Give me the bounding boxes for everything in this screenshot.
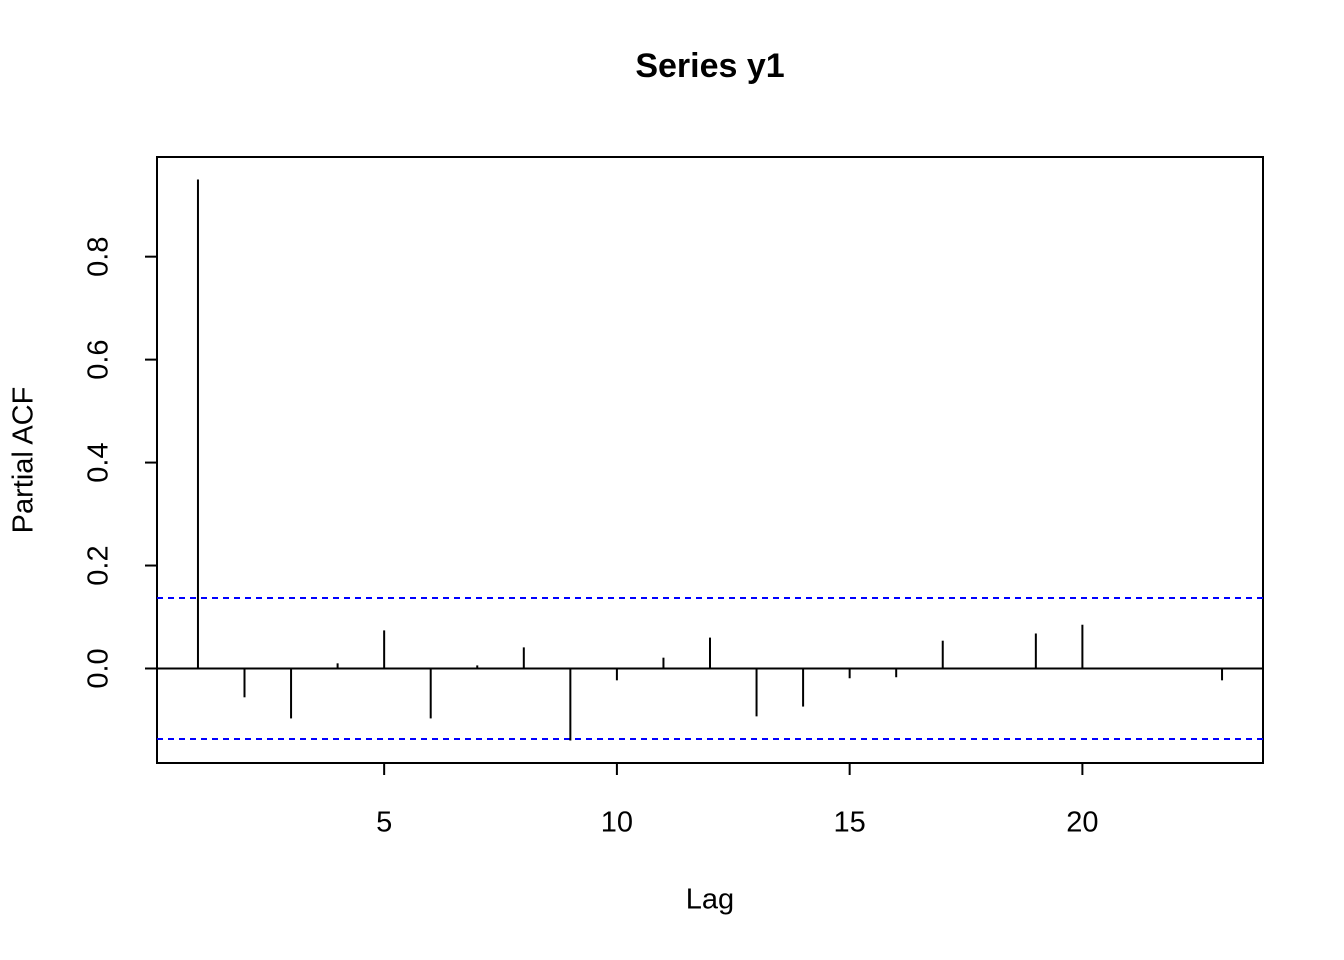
y-axis-title: Partial ACF — [8, 387, 40, 534]
y-tick-label: 0.6 — [83, 339, 115, 379]
y-tick-label: 0.8 — [83, 236, 115, 276]
x-tick-label: 15 — [834, 807, 866, 839]
y-tick-label: 0.0 — [83, 648, 115, 688]
chart-title: Series y1 — [635, 47, 784, 85]
x-tick-label: 5 — [376, 807, 392, 839]
x-tick-label: 20 — [1066, 807, 1098, 839]
plot-frame — [156, 156, 1264, 764]
y-tick-label: 0.2 — [83, 545, 115, 585]
x-axis-title: Lag — [686, 884, 734, 916]
y-tick-label: 0.4 — [83, 442, 115, 482]
x-tick-label: 10 — [601, 807, 633, 839]
